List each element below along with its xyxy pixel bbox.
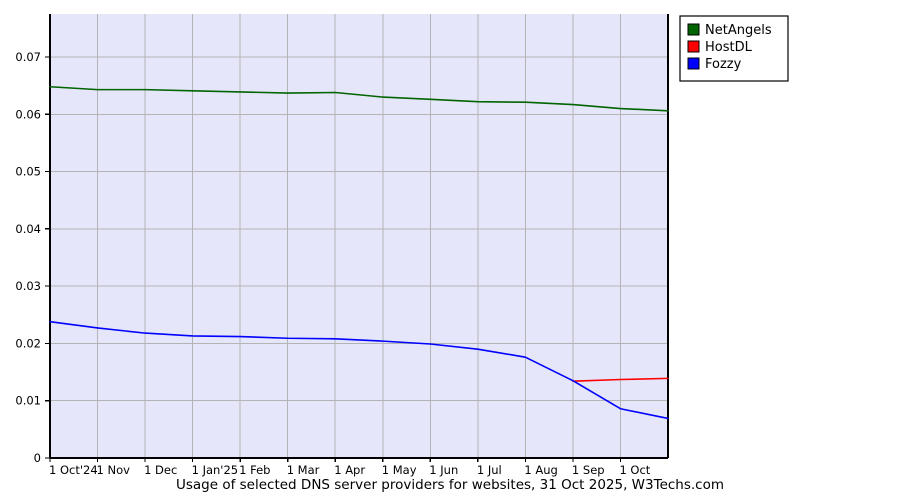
y-tick-label: 0.03 bbox=[15, 279, 41, 293]
y-gridlines bbox=[50, 56, 668, 402]
x-tick-label: 1 Feb bbox=[239, 463, 270, 477]
legend-swatch-netangels bbox=[687, 23, 700, 36]
y-tick-label: 0 bbox=[34, 451, 41, 465]
legend-label-fozzy: Fozzy bbox=[705, 57, 742, 72]
x-tick-label: 1 Apr bbox=[334, 463, 365, 477]
y-tick-label: 0.06 bbox=[15, 107, 41, 121]
y-tick-label: 0.05 bbox=[15, 165, 41, 179]
x-tick-label: 1 Jun bbox=[429, 463, 458, 477]
y-tick-label: 0.07 bbox=[15, 50, 41, 64]
series-line-fozzy bbox=[49, 320, 669, 420]
y-tick-label: 0.01 bbox=[15, 394, 41, 408]
x-tick-label: 1 Jan'25 bbox=[192, 463, 239, 477]
plot-background bbox=[50, 14, 668, 458]
legend-label-hostdl: HostDL bbox=[705, 40, 753, 55]
x-axis-ticks: 1 Oct'241 Nov 1 Dec 1 Jan'25 1 Feb 1 Mar 1 Ap… bbox=[49, 458, 651, 477]
y-tick-label: 0.04 bbox=[15, 222, 41, 236]
x-tick-label: 1 Oct'24 bbox=[49, 463, 98, 477]
series-lines bbox=[49, 85, 669, 420]
chart-title: Usage of selected DNS server providers f… bbox=[176, 477, 724, 493]
y-axis-ticks: 0 0.01 0.02 0.03 0.04 0.05 0.06 0.07 bbox=[15, 50, 51, 465]
x-tick-label: 1 May bbox=[382, 463, 417, 477]
series-line-netangels bbox=[49, 85, 669, 112]
legend-swatch-fozzy bbox=[687, 57, 700, 70]
x-tick-label: 1 Dec bbox=[144, 463, 177, 477]
x-gridlines bbox=[97, 14, 621, 458]
legend-label-netangels: NetAngels bbox=[705, 23, 772, 38]
x-tick-label: 1 Mar bbox=[287, 463, 320, 477]
y-tick-label: 0.02 bbox=[15, 336, 41, 350]
x-tick-label: 1 Aug bbox=[524, 463, 557, 477]
legend-swatch-hostdl bbox=[687, 40, 700, 53]
series-line-hostdl bbox=[572, 377, 669, 383]
x-tick-label: 1 Oct bbox=[619, 463, 650, 477]
x-tick-label: 1 Jul bbox=[477, 463, 502, 477]
x-tick-label: 1 Nov bbox=[97, 463, 131, 477]
chart-legend: NetAngels HostDL Fozzy bbox=[679, 15, 789, 82]
x-tick-label: 1 Sep bbox=[572, 463, 605, 477]
